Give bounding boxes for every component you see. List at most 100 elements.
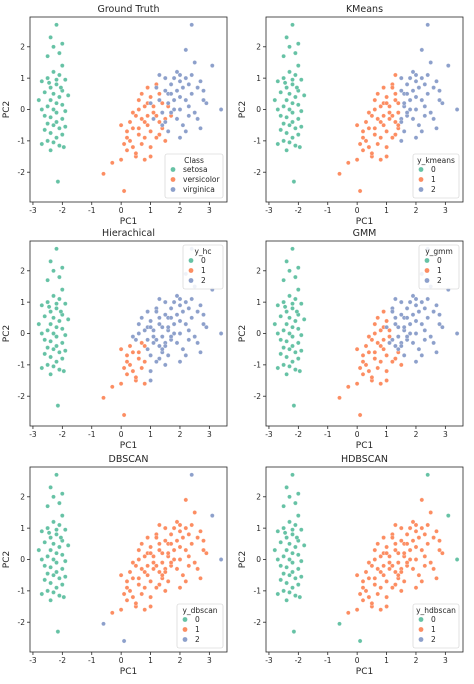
legend-box	[412, 603, 460, 649]
scatter-point	[381, 346, 386, 352]
scatter-point	[393, 91, 398, 97]
scatter-point	[198, 126, 203, 131]
scatter-point	[296, 582, 301, 587]
scatter-point	[48, 535, 53, 540]
scatter-point	[384, 100, 389, 106]
scatter-point	[121, 141, 127, 147]
scatter-point	[413, 318, 419, 324]
y-tick-label: 0	[256, 329, 261, 338]
scatter-point	[124, 359, 130, 364]
scatter-point	[60, 41, 65, 46]
scatter-point	[139, 365, 144, 371]
scatter-point	[51, 557, 56, 562]
y-tick-label: 1	[256, 524, 261, 533]
scatter-point	[366, 368, 372, 374]
scatter-point	[293, 367, 298, 372]
x-tick-label: -3	[265, 430, 273, 439]
scatter-point	[357, 412, 363, 418]
scatter-point	[387, 560, 392, 565]
scatter-point	[133, 113, 139, 119]
x-tick-label: -2	[295, 430, 303, 439]
legend-box	[164, 153, 224, 199]
scatter-point	[118, 381, 124, 386]
scatter-point	[63, 124, 68, 129]
scatter-point	[396, 324, 401, 330]
scatter-point	[165, 324, 171, 330]
scatter-point	[422, 532, 428, 537]
scatter-point	[366, 334, 372, 339]
scatter-point	[413, 107, 419, 112]
legend-marker	[418, 177, 424, 182]
x-tick-label: 1	[384, 430, 389, 439]
scatter-point	[281, 362, 286, 368]
scatter-point	[42, 540, 47, 545]
scatter-point	[163, 299, 168, 305]
scatter-point	[296, 552, 301, 558]
scatter-point	[154, 337, 159, 343]
scatter-point	[393, 547, 398, 553]
legend-title: y_kmeans	[417, 156, 455, 165]
scatter-point	[378, 343, 383, 349]
legend-marker	[424, 268, 430, 273]
scatter-point	[281, 328, 286, 333]
scatter-point	[42, 577, 47, 583]
scatter-points	[36, 472, 224, 644]
scatter-point	[160, 122, 165, 128]
scatter-point	[290, 119, 295, 125]
scatter-point	[189, 315, 194, 321]
scatter-point	[393, 522, 398, 528]
scatter-point	[127, 569, 133, 575]
y-axis-label: PC2	[238, 551, 248, 568]
scatter-point	[401, 324, 407, 330]
scatter-point	[413, 359, 419, 364]
scatter-point	[422, 306, 428, 311]
scatter-point	[195, 566, 200, 572]
x-axis-label: PC1	[356, 441, 373, 451]
scatter-point	[287, 519, 292, 525]
scatter-point	[136, 582, 142, 587]
scatter-point	[51, 122, 56, 128]
scatter-point	[419, 353, 425, 358]
scatter-point	[154, 135, 159, 140]
x-tick-label: -3	[265, 656, 273, 665]
scatter-point	[139, 340, 144, 346]
scatter-point	[163, 525, 168, 531]
scatter-point	[372, 557, 378, 562]
scatter-point	[281, 121, 286, 126]
scatter-point	[381, 122, 386, 128]
scatter-point	[431, 566, 436, 572]
x-tick-label: 1	[148, 430, 153, 439]
scatter-point	[183, 321, 189, 327]
scatter-point	[45, 362, 50, 368]
scatter-point	[42, 90, 47, 95]
scatter-point	[413, 585, 419, 590]
scatter-point	[60, 287, 65, 292]
scatter-point	[407, 525, 413, 531]
scatter-point	[404, 315, 410, 321]
scatter-point	[290, 110, 295, 115]
scatter-point	[51, 293, 56, 299]
scatter-point	[183, 299, 189, 305]
scatter-point	[428, 510, 433, 515]
legend-entry: 0	[201, 256, 206, 265]
scatter-point	[393, 343, 398, 349]
scatter-point	[163, 588, 168, 594]
scatter-point	[384, 604, 389, 609]
scatter-point	[177, 544, 183, 550]
scatter-point	[139, 315, 144, 321]
scatter-point	[275, 303, 281, 308]
scatter-point	[189, 541, 194, 547]
scatter-point	[360, 129, 366, 134]
legend-marker	[418, 637, 424, 642]
scatter-point	[293, 143, 298, 148]
scatter-point	[195, 116, 200, 122]
scatter-point	[454, 107, 460, 112]
scatter-point	[401, 353, 407, 358]
scatter-point	[142, 343, 147, 349]
scatter-point	[404, 91, 410, 97]
scatter-point	[399, 119, 404, 125]
scatter-point	[139, 591, 144, 597]
scatter-point	[275, 141, 281, 147]
scatter-point	[434, 126, 439, 131]
